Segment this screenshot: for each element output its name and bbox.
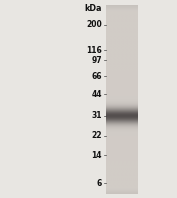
Text: 66: 66 [91, 72, 102, 81]
Text: kDa: kDa [84, 4, 102, 13]
Text: 97: 97 [91, 56, 102, 65]
Text: 31: 31 [91, 111, 102, 120]
Text: 6: 6 [96, 179, 102, 188]
Text: 44: 44 [91, 89, 102, 99]
Text: 116: 116 [86, 46, 102, 55]
Text: 200: 200 [86, 20, 102, 29]
Text: 14: 14 [91, 151, 102, 160]
Text: 22: 22 [91, 131, 102, 140]
